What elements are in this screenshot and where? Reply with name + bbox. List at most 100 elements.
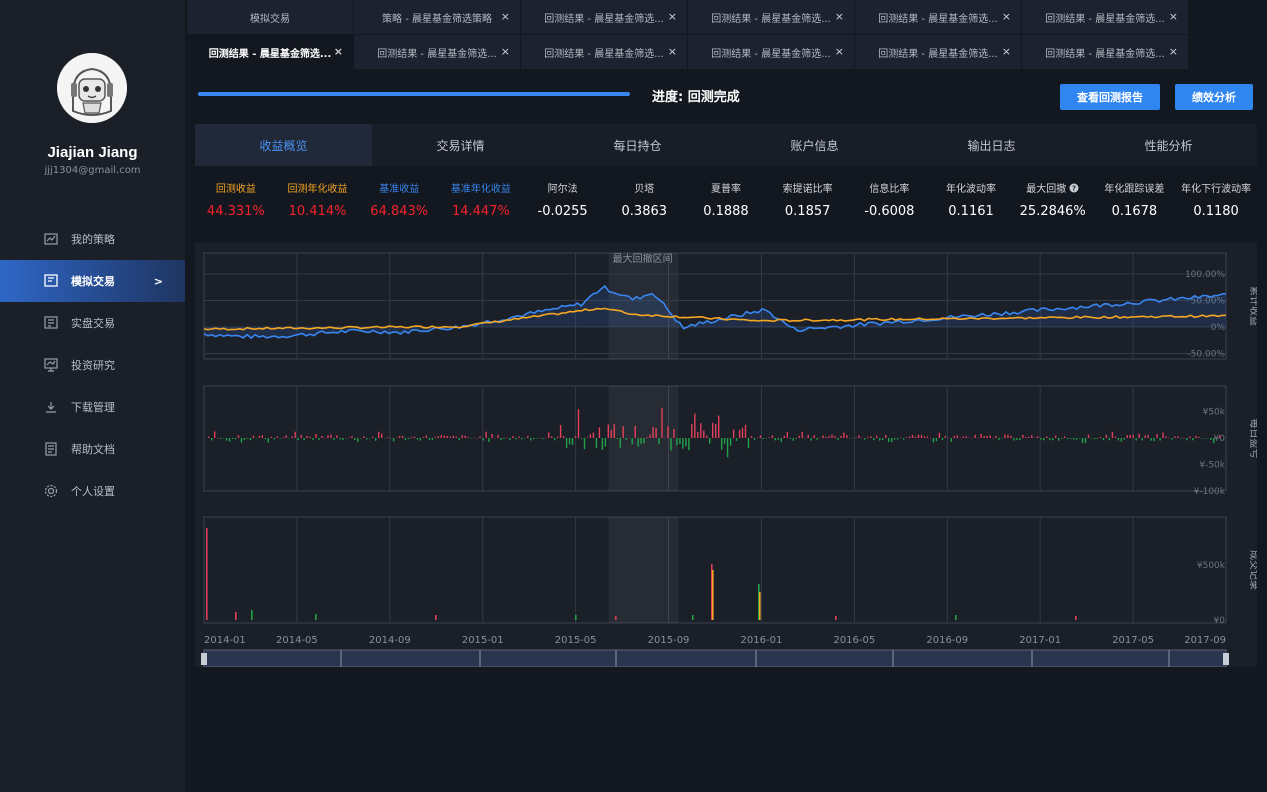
close-icon[interactable]: × [667,45,677,58]
progress-text: 进度: 回测完成 [652,90,740,105]
pnl-bar [1174,436,1176,438]
tab[interactable]: 回测结果 - 晨星基金筛选... × [688,35,854,69]
close-icon[interactable]: × [1001,10,1011,23]
pnl-bar [867,437,869,438]
sidebar-item-2[interactable]: 实盘交易 [0,302,185,344]
pnl-bar [577,409,580,438]
subtab-2[interactable]: 每日持仓 [613,138,662,153]
pnl-bar [595,438,598,449]
slider-handle-left[interactable] [201,653,207,665]
tab-label: 策略 - 晨星基金筛选策略 [382,13,492,25]
metric-label-text: 贝塔 [634,184,655,195]
avatar[interactable] [57,53,127,123]
pnl-bar [789,438,791,439]
subtab-0[interactable]: 收益概览 [195,124,372,166]
pnl-bar [386,437,389,438]
pnl-bar [1001,438,1003,439]
pnl-bar [1120,438,1122,442]
pnl-bar [891,438,893,442]
performance-analysis-button[interactable]: 绩效分析 [1175,84,1253,110]
close-icon[interactable]: × [1001,45,1011,58]
pnl-bar [932,438,935,443]
tab[interactable]: 回测结果 - 晨星基金筛选... × [1022,0,1188,34]
tab[interactable]: 回测结果 - 晨星基金筛选... × [1022,35,1188,69]
pnl-bar [1189,436,1191,438]
pnl-bar [479,436,481,438]
pnl-bar [917,434,920,438]
pnl-bar [774,438,776,441]
y-tick-label: ¥0 [1214,616,1226,626]
metric-label-text: 年化跟踪误差 [1104,184,1165,195]
subtab-1[interactable]: 交易详情 [436,138,485,153]
pnl-bar [267,438,269,443]
pnl-bar [527,436,529,438]
y-tick-label: ¥50k [1203,408,1226,418]
close-icon[interactable]: × [500,10,510,23]
tab-label: 回测结果 - 晨星基金筛选... [544,13,664,25]
close-icon[interactable]: × [500,45,510,58]
subtab-4[interactable]: 输出日志 [967,138,1016,153]
pnl-bar [700,423,702,438]
close-icon[interactable]: × [1168,10,1178,23]
pnl-bar [613,423,615,438]
pnl-bar [1052,438,1054,441]
pnl-bar [225,438,228,441]
sidebar-item-3[interactable]: 投资研究 [0,344,185,386]
tab[interactable]: 回测结果 - 晨星基金筛选... × [521,35,687,69]
pnl-bar [219,438,222,439]
slider-handle-right[interactable] [1223,653,1229,665]
pnl-bar [1102,438,1105,440]
pnl-bar [703,430,705,438]
tab[interactable]: 回测结果 - 晨星基金筛选... × [187,35,353,69]
subtab-5[interactable]: 性能分析 [1144,138,1193,153]
subtab-3[interactable]: 账户信息 [790,138,839,153]
close-icon[interactable]: × [834,10,844,23]
y-tick-label: ¥500k [1197,561,1226,571]
pnl-bar [980,433,982,438]
pnl-bar [929,437,932,439]
pnl-bar [1129,434,1131,438]
sidebar-item-6[interactable]: 个人设置 [0,470,185,512]
close-icon[interactable]: × [667,10,677,23]
pnl-bar [518,436,520,438]
y-tick-label: 0% [1211,323,1226,333]
strategy-line [203,307,1227,331]
pnl-bar [422,437,425,438]
metric-label: 索提诺比率 [767,182,849,198]
tab-label: 回测结果 - 晨星基金筛选... [878,13,998,25]
pnl-bar [419,438,422,441]
tab[interactable]: 回测结果 - 晨星基金筛选... × [855,35,1021,69]
pnl-bar [1114,436,1116,438]
tab[interactable]: 回测结果 - 晨星基金筛选... × [688,0,854,34]
tab[interactable]: 策略 - 晨星基金筛选策略 × [354,0,520,34]
pnl-bar [777,438,779,440]
pnl-bar [923,436,926,438]
close-icon[interactable]: × [834,45,844,58]
view-report-button[interactable]: 查看回测报告 [1060,84,1160,110]
pnl-bar [586,437,589,438]
close-icon[interactable]: × [1168,45,1178,58]
sidebar-item-0[interactable]: 我的策略 [0,218,185,260]
tab[interactable]: 回测结果 - 晨星基金筛选... × [521,0,687,34]
tab[interactable]: 回测结果 - 晨星基金筛选... × [855,0,1021,34]
close-icon[interactable]: × [333,45,343,58]
tab[interactable]: 回测结果 - 晨星基金筛选... × [354,35,520,69]
strategy-icon [44,232,58,246]
pnl-bar [759,435,762,438]
metric-label: 年化下行波动率 [1175,182,1257,198]
pnl-bar [1159,438,1161,441]
range-slider[interactable] [203,649,1227,668]
pnl-bar [688,438,690,451]
sidebar-item-4[interactable]: 下载管理 [0,386,185,428]
metric-label: 阿尔法 [522,182,604,198]
tab[interactable]: 模拟交易 [187,0,353,34]
pnl-bar [407,438,410,439]
research-icon [44,358,58,372]
help-icon[interactable]: ? [1066,183,1079,195]
sidebar-item-5[interactable]: 帮助文档 [0,428,185,470]
sidebar-item-1[interactable]: 模拟交易 > [0,260,185,302]
pnl-bar [1099,437,1102,438]
pnl-bar [559,425,562,438]
x-tick-label: 2015-01 [462,635,504,646]
panel-title: 成交记录 [1248,550,1257,590]
